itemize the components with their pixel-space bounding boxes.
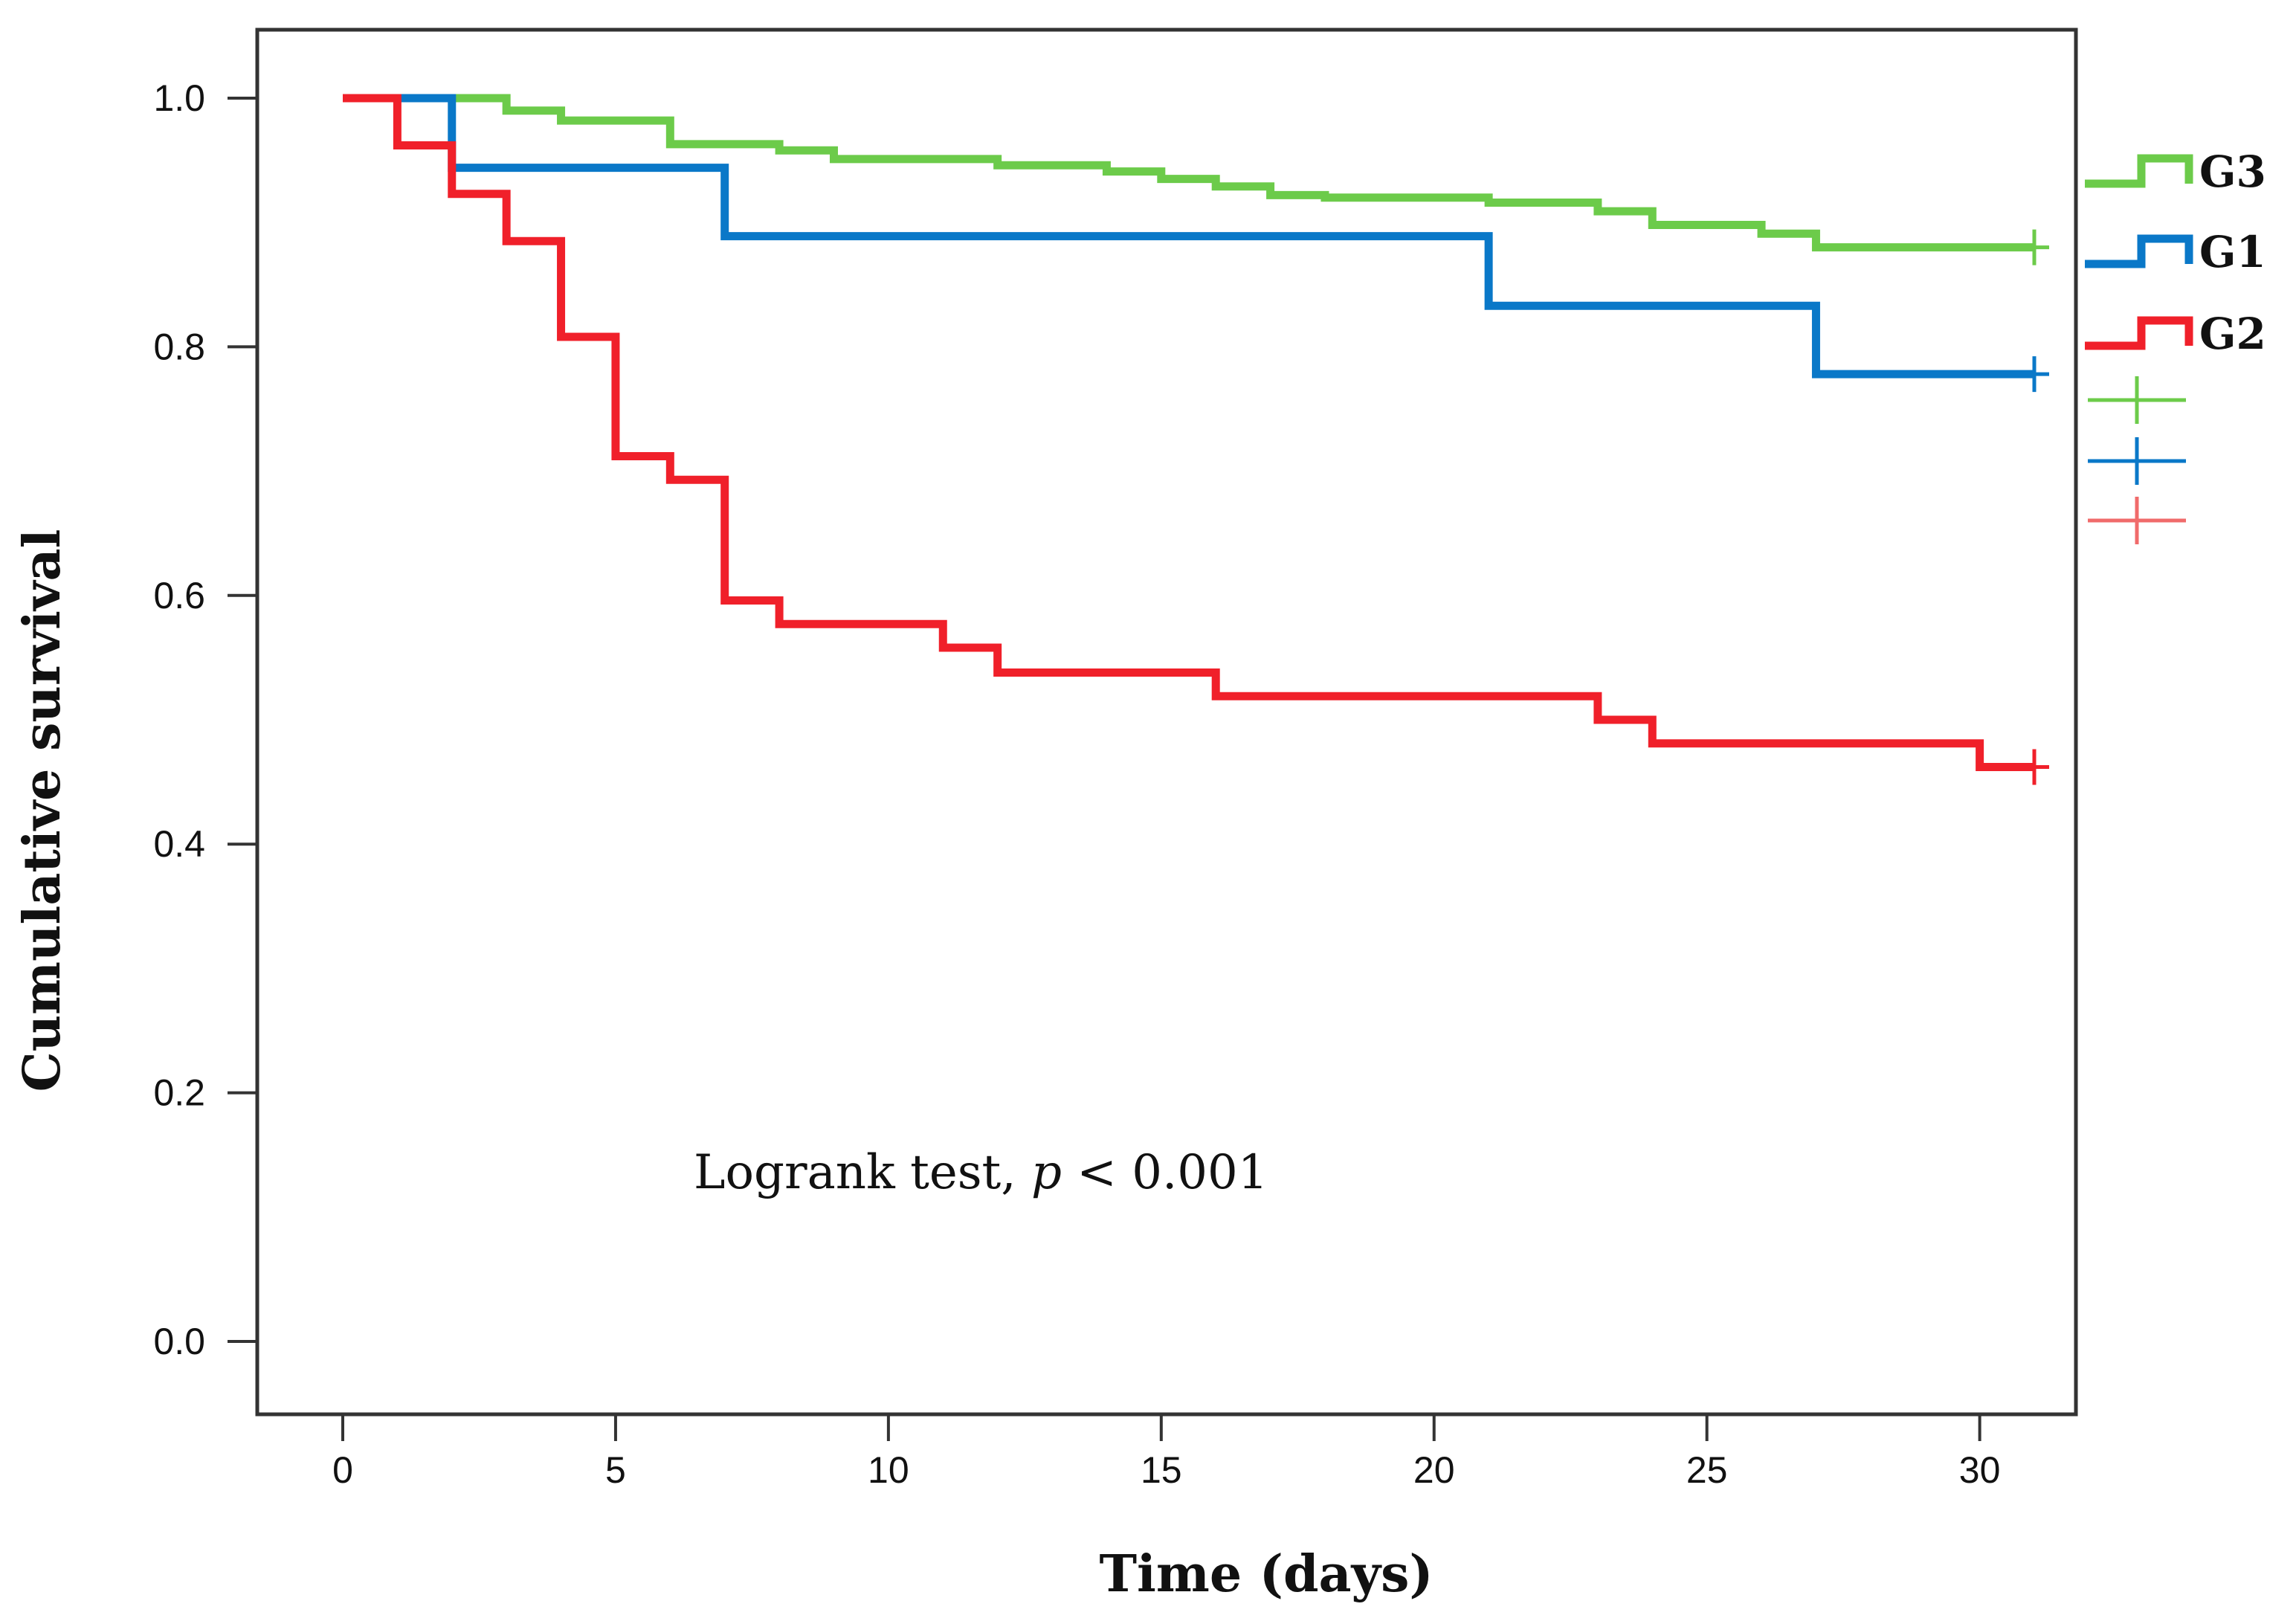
x-tick-label-6: 30 xyxy=(1959,1449,2001,1491)
y-tick-label-5: 1.0 xyxy=(153,77,205,119)
annotation-p-italic: p xyxy=(1031,1145,1062,1200)
legend-swatch-g3 xyxy=(2085,154,2193,188)
legend: G3 G1 G2 xyxy=(2085,146,2266,544)
legend-swatch-g2 xyxy=(2085,316,2193,350)
y-axis: 0.0 0.2 0.4 0.6 0.8 1.0 xyxy=(153,77,257,1362)
y-axis-title: Cumulative survival xyxy=(13,529,72,1092)
y-tick-label-3: 0.6 xyxy=(153,575,205,616)
x-tick-label-3: 15 xyxy=(1141,1449,1182,1491)
legend-label-g2: G2 xyxy=(2199,309,2266,359)
x-tick-label-4: 20 xyxy=(1413,1449,1455,1491)
x-tick-label-5: 25 xyxy=(1686,1449,1728,1491)
legend-label-g3: G3 xyxy=(2199,146,2266,197)
x-axis: 0 5 10 15 20 25 30 xyxy=(332,1414,2000,1491)
series-line-g1 xyxy=(343,94,2034,378)
x-axis-title: Time (days) xyxy=(1099,1544,1433,1604)
series-line-g2 xyxy=(343,94,2034,772)
x-tick-label-2: 10 xyxy=(868,1449,909,1491)
series-layer xyxy=(343,94,2049,785)
series-line-g3 xyxy=(343,94,2034,252)
legend-label-g1: G1 xyxy=(2199,227,2266,277)
y-tick-label-0: 0.0 xyxy=(153,1321,205,1362)
plot-frame xyxy=(255,28,2078,1417)
annotation-suffix: < 0.001 xyxy=(1062,1145,1268,1200)
legend-swatch-g1 xyxy=(2085,234,2193,268)
x-tick-label-0: 0 xyxy=(332,1449,353,1491)
y-tick-label-4: 0.8 xyxy=(153,326,205,367)
y-tick-label-1: 0.2 xyxy=(153,1072,205,1114)
annotation-prefix: Logrank test, xyxy=(694,1145,1031,1200)
logrank-annotation: Logrank test, p < 0.001 xyxy=(694,1145,1268,1200)
x-tick-label-1: 5 xyxy=(605,1449,626,1491)
y-tick-label-2: 0.4 xyxy=(153,823,205,865)
